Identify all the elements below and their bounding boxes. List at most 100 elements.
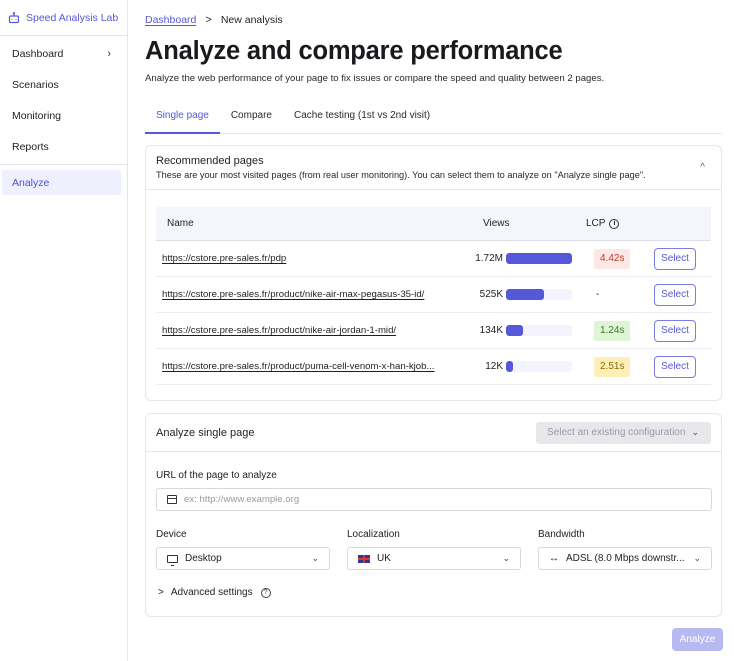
uk-flag-icon	[358, 554, 370, 563]
views-bar	[506, 361, 572, 372]
tabs: Single page Compare Cache testing (1st v…	[145, 102, 722, 134]
views-bar-fill	[506, 289, 544, 300]
table-row: https://cstore.pre-sales.fr/product/nike…	[156, 277, 711, 313]
column-lcp-label: LCP	[586, 218, 606, 229]
lcp-badge: 4.42s	[594, 248, 631, 269]
views-bar	[506, 289, 572, 300]
views-bar-fill	[506, 325, 524, 336]
sidebar-item-label: Analyze	[12, 176, 50, 189]
sidebar-item-dashboard[interactable]: Dashboard ›	[0, 38, 127, 69]
page-url-link[interactable]: https://cstore.pre-sales.fr/product/puma…	[162, 361, 435, 372]
breadcrumb-separator: >	[205, 14, 212, 26]
brand-name: Speed Analysis Lab	[26, 11, 119, 24]
sidebar-item-reports[interactable]: Reports	[0, 131, 127, 162]
recommended-pages-header: Recommended pages These are your most vi…	[146, 146, 721, 190]
breadcrumb-dashboard-link[interactable]: Dashboard	[145, 14, 197, 26]
sidebar-divider	[0, 164, 127, 165]
column-name: Name	[167, 218, 194, 229]
device-label: Device	[156, 529, 187, 540]
column-views: Views	[483, 218, 510, 229]
table-header: Name Views LCP i	[156, 207, 711, 241]
views-bar-fill	[506, 361, 514, 372]
breadcrumb-current: New analysis	[220, 14, 283, 26]
lcp-badge: 1.24s	[594, 320, 631, 341]
bandwidth-label: Bandwidth	[538, 529, 585, 540]
views-count: 12K	[485, 361, 503, 372]
robot-icon	[8, 11, 20, 23]
select-button[interactable]: Select	[654, 319, 696, 342]
views-cell: 134K	[456, 325, 572, 336]
page-url-link[interactable]: https://cstore.pre-sales.fr/product/nike…	[162, 289, 425, 300]
views-bar	[506, 325, 572, 336]
table-row: https://cstore.pre-sales.fr/product/puma…	[156, 349, 711, 385]
config-placeholder: Select an existing configuration	[547, 427, 686, 438]
analyze-single-page-title: Analyze single page	[156, 426, 255, 439]
chevron-down-icon: ⌄	[502, 553, 510, 563]
recommended-pages-description: These are your most visited pages (from …	[156, 170, 646, 180]
existing-configuration-select[interactable]: Select an existing configuration ⌄	[536, 421, 711, 444]
select-button[interactable]: Select	[654, 355, 696, 378]
chevron-down-icon: ⌄	[693, 553, 701, 563]
lcp-cell: 1.24s	[594, 320, 631, 341]
lcp-empty: -	[596, 289, 600, 300]
page-url-link[interactable]: https://cstore.pre-sales.fr/pdp	[162, 253, 287, 264]
views-cell: 12K	[456, 361, 572, 372]
sidebar: Speed Analysis Lab Dashboard › Scenarios…	[0, 0, 128, 661]
bandwidth-select[interactable]: ↔ ADSL (8.0 Mbps downstr... ⌄	[538, 547, 712, 570]
chevron-up-icon[interactable]: ^	[700, 162, 705, 173]
localization-value: UK	[377, 553, 391, 564]
main-content: Dashboard > New analysis Analyze and com…	[128, 0, 734, 661]
table-row: https://cstore.pre-sales.fr/pdp 1.72M 4.…	[156, 241, 711, 277]
chevron-right-icon: ›	[107, 47, 111, 60]
url-label: URL of the page to analyze	[156, 470, 277, 481]
tab-compare[interactable]: Compare	[230, 110, 272, 121]
localization-select[interactable]: UK ⌄	[347, 547, 521, 570]
analyze-button[interactable]: Analyze	[672, 628, 723, 651]
sidebar-item-label: Reports	[12, 140, 49, 153]
views-bar-fill	[506, 253, 572, 264]
lcp-badge: 2.51s	[594, 356, 631, 377]
browser-window-icon	[167, 495, 177, 504]
views-count: 525K	[479, 289, 503, 300]
tab-cache-testing[interactable]: Cache testing (1st vs 2nd visit)	[293, 110, 431, 121]
analyze-single-page-header: Analyze single page Select an existing c…	[146, 414, 721, 452]
analyze-single-page-card: Analyze single page Select an existing c…	[145, 413, 722, 617]
monitor-icon	[167, 554, 178, 566]
url-input[interactable]: ex: http://www.example.org	[156, 488, 712, 511]
help-icon[interactable]: ?	[260, 587, 271, 598]
chevron-right-icon: >	[158, 587, 164, 598]
views-cell: 1.72M	[456, 253, 572, 264]
views-count: 1.72M	[475, 253, 503, 264]
sidebar-item-label: Monitoring	[12, 109, 62, 122]
lcp-cell: 2.51s	[594, 356, 631, 377]
recommended-pages-title: Recommended pages	[156, 155, 264, 167]
localization-label: Localization	[347, 529, 400, 540]
column-lcp: LCP i	[586, 218, 620, 229]
select-button[interactable]: Select	[654, 283, 696, 306]
recommended-pages-card: Recommended pages These are your most vi…	[145, 145, 722, 401]
page-url-link[interactable]: https://cstore.pre-sales.fr/product/nike…	[162, 325, 397, 336]
lcp-cell: -	[594, 289, 599, 300]
recommended-pages-table: Name Views LCP i https://cstore.pre-sale…	[156, 207, 711, 385]
info-icon[interactable]: i	[609, 218, 620, 229]
sidebar-item-label: Scenarios	[12, 78, 59, 91]
views-count: 134K	[479, 325, 503, 336]
table-row: https://cstore.pre-sales.fr/product/nike…	[156, 313, 711, 349]
sidebar-item-monitoring[interactable]: Monitoring	[0, 100, 127, 131]
page-subtitle: Analyze the web performance of your page…	[145, 73, 605, 84]
advanced-settings-toggle[interactable]: > Advanced settings ?	[158, 587, 271, 598]
page-title: Analyze and compare performance	[145, 37, 563, 65]
sidebar-item-scenarios[interactable]: Scenarios	[0, 69, 127, 100]
arrows-horizontal-icon: ↔	[549, 553, 559, 564]
brand[interactable]: Speed Analysis Lab	[0, 0, 127, 36]
tab-single-page[interactable]: Single page	[145, 102, 220, 134]
breadcrumb: Dashboard > New analysis	[145, 14, 283, 26]
device-select[interactable]: Desktop ⌄	[156, 547, 330, 570]
url-placeholder: ex: http://www.example.org	[184, 494, 300, 505]
select-button[interactable]: Select	[654, 247, 696, 270]
views-bar	[506, 253, 572, 264]
sidebar-item-label: Dashboard	[12, 47, 64, 60]
device-value: Desktop	[185, 553, 222, 564]
sidebar-item-analyze[interactable]: Analyze	[2, 170, 121, 195]
lcp-cell: 4.42s	[594, 248, 631, 269]
